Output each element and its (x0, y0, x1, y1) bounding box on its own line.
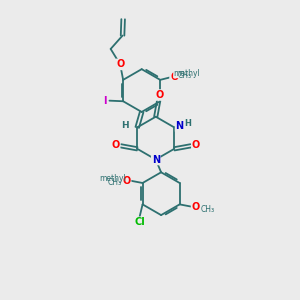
Text: CH₃: CH₃ (178, 71, 192, 80)
Text: O: O (111, 140, 120, 150)
Text: O: O (192, 140, 200, 150)
Text: H: H (122, 122, 129, 130)
Text: O: O (170, 72, 178, 82)
Text: I: I (103, 96, 107, 106)
Text: N: N (176, 121, 184, 131)
Text: O: O (155, 90, 164, 100)
Text: methyl: methyl (100, 174, 126, 183)
Text: CH₃: CH₃ (108, 178, 122, 188)
Text: N: N (152, 154, 160, 164)
Text: H: H (184, 119, 191, 128)
Text: O: O (116, 59, 124, 69)
Text: Cl: Cl (134, 217, 145, 227)
Text: O: O (192, 202, 200, 212)
Text: CH₃: CH₃ (200, 205, 214, 214)
Text: O: O (122, 176, 130, 186)
Text: methyl: methyl (174, 69, 200, 78)
